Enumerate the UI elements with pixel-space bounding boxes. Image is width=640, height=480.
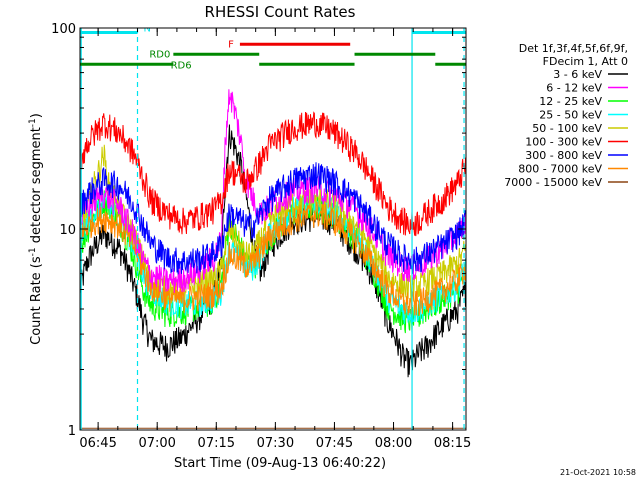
legend-header-line: FDecim 1, Att 0 <box>543 55 628 68</box>
timestamp: 21-Oct-2021 10:58 <box>560 468 636 477</box>
y-axis-label-part: detector segment <box>29 127 44 247</box>
legend-label: 12 - 25 keV <box>539 95 602 108</box>
chart-title: RHESSI Count Rates <box>205 3 356 21</box>
y-tick-label: 100 <box>51 22 76 37</box>
x-tick-label: 07:00 <box>138 436 175 451</box>
annotation-label-n: N <box>144 23 151 34</box>
x-tick-label: 08:15 <box>434 436 471 451</box>
legend-label: 6 - 12 keV <box>546 82 602 95</box>
y-axis-label-exponent: -1 <box>28 247 38 256</box>
legend-label: 7000 - 15000 keV <box>504 176 602 189</box>
x-axis-label: Start Time (09-Aug-13 06:40:22) <box>174 456 386 471</box>
x-tick-label: 06:45 <box>79 436 116 451</box>
annotation-label-rd6: RD6 <box>171 60 192 71</box>
x-tick-label: 08:00 <box>375 436 412 451</box>
legend-label: 100 - 300 keV <box>525 136 602 149</box>
legend: Det 1f,3f,4f,5f,6f,9f, FDecim 1, Att 0 3… <box>504 42 628 189</box>
series-line-100-300-kev <box>80 111 466 237</box>
y-axis-label-part: ) <box>29 113 44 118</box>
y-tick-label: 10 <box>59 223 76 238</box>
legend-label: 50 - 100 keV <box>532 122 602 135</box>
annotation-label-f: F <box>228 39 234 50</box>
y-axis: 1 10 100 <box>51 22 466 439</box>
y-axis-label-exponent: -1 <box>28 118 38 127</box>
legend-label: 3 - 6 keV <box>553 68 602 81</box>
y-axis-label: Count Rate (s-1 detector segment-1) <box>28 113 44 345</box>
x-tick-label: 07:30 <box>257 436 294 451</box>
legend-header-line: Det 1f,3f,4f,5f,6f,9f, <box>519 42 628 55</box>
x-axis: 06:45 07:00 07:15 07:30 07:45 08:00 08:15 <box>79 28 471 451</box>
legend-label: 300 - 800 keV <box>525 149 602 162</box>
y-axis-label-part: Count Rate (s <box>29 256 44 345</box>
y-tick-label: 1 <box>68 424 76 439</box>
x-tick-label: 07:45 <box>316 436 353 451</box>
legend-label: 800 - 7000 keV <box>518 163 602 176</box>
legend-label: 25 - 50 keV <box>539 109 602 122</box>
x-tick-label: 07:15 <box>198 436 235 451</box>
annotation-label-rd0: RD0 <box>149 49 170 60</box>
series-line-300-800-kev <box>80 162 466 275</box>
series-line-800-7000-kev <box>80 201 466 316</box>
